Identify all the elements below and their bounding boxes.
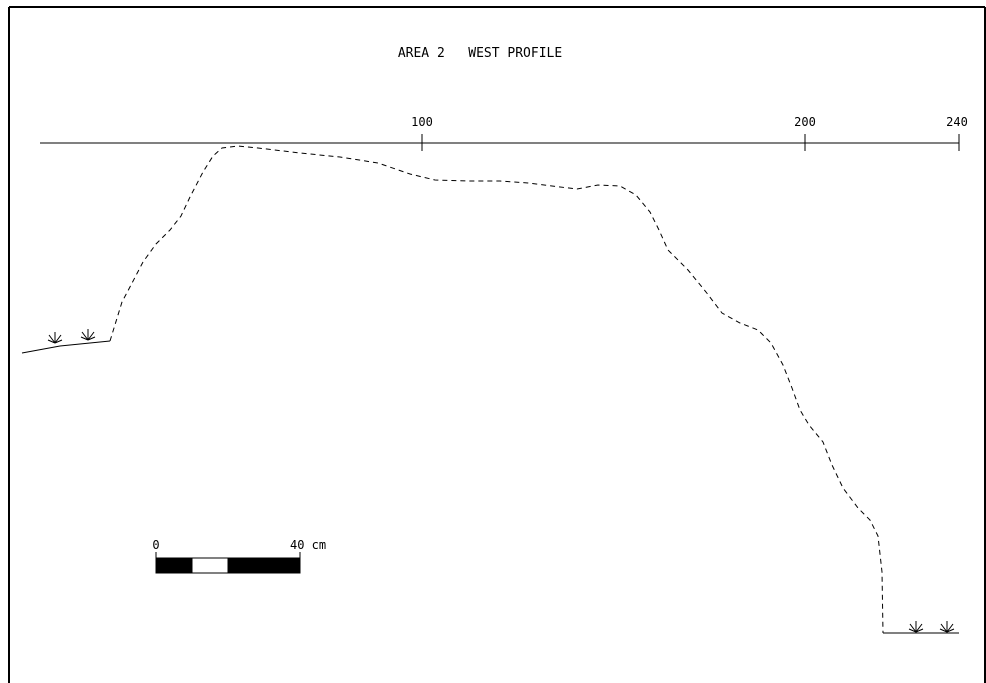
ground-surface-left [21,340,111,354]
scale-bar-start-label: 0 [152,538,159,552]
grass-tuft-icon [939,621,955,633]
grass-tuft-icon [80,329,96,341]
grass-tuft-icon [47,332,63,344]
scale-bar-segment [155,557,193,574]
scale-bar-segment [227,557,265,574]
section-profile [109,145,884,634]
scale-bar-end-label: 40 cm [290,538,326,552]
datum-label-200: 200 [794,115,816,129]
datum-label-240: 240 [946,115,968,129]
scale-bar-segment [263,557,301,574]
datum-label-100: 100 [411,115,433,129]
grass-tuft-icon [908,621,924,633]
sheet-border [8,6,986,683]
scale-bar: 0 40 cm [152,538,326,574]
scale-bar-segment [191,557,229,574]
drawing-title: AREA 2 WEST PROFILE [398,46,562,61]
